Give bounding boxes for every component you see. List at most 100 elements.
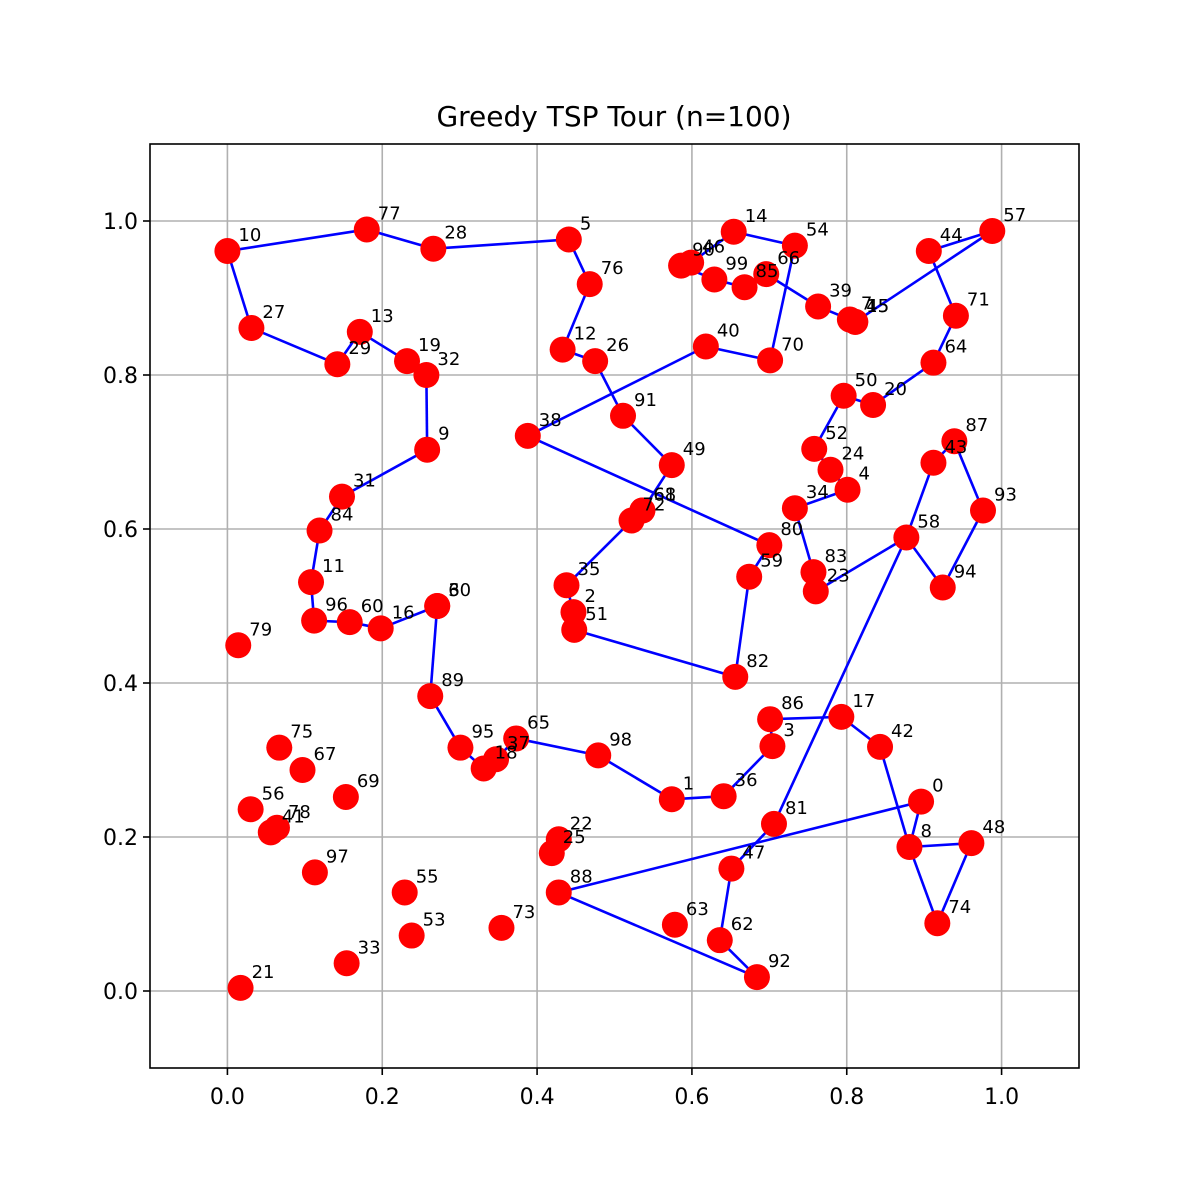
- tour-node: [867, 733, 894, 760]
- tour-node: [488, 914, 515, 941]
- node-label: 96: [325, 595, 348, 616]
- tour-node: [417, 683, 444, 710]
- tour-node: [585, 742, 612, 769]
- tour-node: [860, 392, 887, 419]
- tour-node: [908, 788, 935, 815]
- node-label: 76: [601, 258, 624, 279]
- axes-ticks: 0.0 0.2 0.4 0.6 0.8 1.0 0.0 0.2 0.4 0.6 0.8 1.0: [103, 210, 1019, 1110]
- tour-node: [420, 235, 447, 262]
- node-label: 39: [829, 280, 852, 301]
- y-tick-label: 0.0: [103, 980, 138, 1005]
- tour-node: [828, 703, 855, 730]
- node-label: 26: [606, 335, 629, 356]
- tour-nodes: [214, 216, 1006, 1001]
- node-label: 87: [965, 415, 988, 436]
- node-label: 25: [563, 827, 586, 848]
- node-label: 36: [735, 770, 758, 791]
- tour-node: [483, 746, 510, 773]
- tour-node: [970, 497, 997, 524]
- tour-node: [610, 402, 637, 429]
- tour-node: [413, 362, 440, 388]
- node-label: 59: [760, 551, 783, 572]
- y-tick-label: 0.2: [103, 826, 138, 851]
- node-label: 92: [768, 951, 791, 972]
- node-label: 33: [358, 937, 381, 958]
- tour-node: [842, 308, 869, 335]
- tour-node: [802, 578, 829, 605]
- tour-node: [920, 449, 947, 476]
- tour-node: [710, 783, 737, 810]
- node-label: 57: [1003, 205, 1026, 226]
- tour-node: [753, 261, 780, 288]
- tour-node: [896, 834, 923, 861]
- tour-edge: [433, 238, 569, 251]
- node-label: 0: [932, 776, 943, 797]
- tour-node: [781, 232, 808, 259]
- node-label: 72: [643, 495, 666, 516]
- node-label: 66: [777, 248, 800, 269]
- tour-node: [545, 879, 572, 906]
- tour-node: [332, 783, 359, 810]
- grid: [150, 144, 1079, 1068]
- tour-node: [756, 532, 783, 559]
- tour-edge: [227, 228, 367, 253]
- node-label: 78: [288, 802, 311, 823]
- tour-edge: [854, 229, 994, 323]
- node-label: 10: [238, 225, 261, 246]
- tour-edge: [527, 434, 770, 547]
- node-label: 63: [686, 899, 709, 920]
- tour-edge: [250, 326, 338, 366]
- node-label: 73: [512, 902, 535, 923]
- node-label: 70: [781, 334, 804, 355]
- node-label: 82: [746, 651, 769, 672]
- node-label: 56: [262, 783, 285, 804]
- node-label: 20: [884, 379, 907, 400]
- node-label: 89: [441, 670, 464, 691]
- node-label: 81: [785, 798, 808, 819]
- node-label: 50: [855, 370, 878, 391]
- y-tick-label: 0.8: [103, 364, 138, 389]
- y-tick-label: 0.6: [103, 518, 138, 543]
- plot-frame: [149, 143, 1080, 1069]
- node-label: 99: [725, 254, 748, 275]
- tour-node: [618, 507, 645, 534]
- tour-node: [306, 517, 333, 544]
- tour-node: [353, 216, 380, 243]
- node-label: 91: [634, 390, 657, 411]
- x-tick-label: 0.2: [365, 1085, 400, 1110]
- tour-node: [553, 572, 580, 599]
- tour-node: [720, 218, 747, 245]
- tour-node: [743, 964, 770, 991]
- node-label: 41: [282, 806, 305, 827]
- node-label: 75: [290, 722, 313, 743]
- tour-node: [301, 859, 328, 886]
- node-label: 68: [653, 485, 676, 506]
- node-label: 67: [314, 744, 337, 765]
- node-label: 77: [378, 203, 401, 224]
- node-label: 3: [783, 720, 794, 741]
- node-label: 2: [584, 586, 595, 607]
- tour-node: [447, 734, 474, 761]
- tour-edge: [558, 891, 758, 979]
- tour-node: [391, 879, 418, 906]
- node-label: 16: [392, 602, 415, 623]
- node-label: 90: [692, 240, 715, 261]
- tour-edge: [772, 536, 908, 825]
- node-label: 5: [580, 213, 591, 234]
- node-label: 46: [702, 237, 725, 258]
- node-label: 97: [326, 846, 349, 867]
- tour-node: [893, 524, 920, 551]
- tour-node: [668, 252, 695, 279]
- node-label: 53: [423, 910, 446, 931]
- tour-node: [658, 452, 685, 479]
- node-label: 49: [683, 439, 706, 460]
- node-label: 85: [756, 261, 779, 282]
- y-tick-label: 0.4: [103, 672, 138, 697]
- tour-edge: [941, 509, 985, 589]
- node-label: 95: [471, 722, 494, 743]
- tour-node: [924, 910, 951, 937]
- tour-node: [757, 347, 784, 374]
- tour-node: [757, 706, 784, 733]
- node-label: 24: [841, 444, 864, 465]
